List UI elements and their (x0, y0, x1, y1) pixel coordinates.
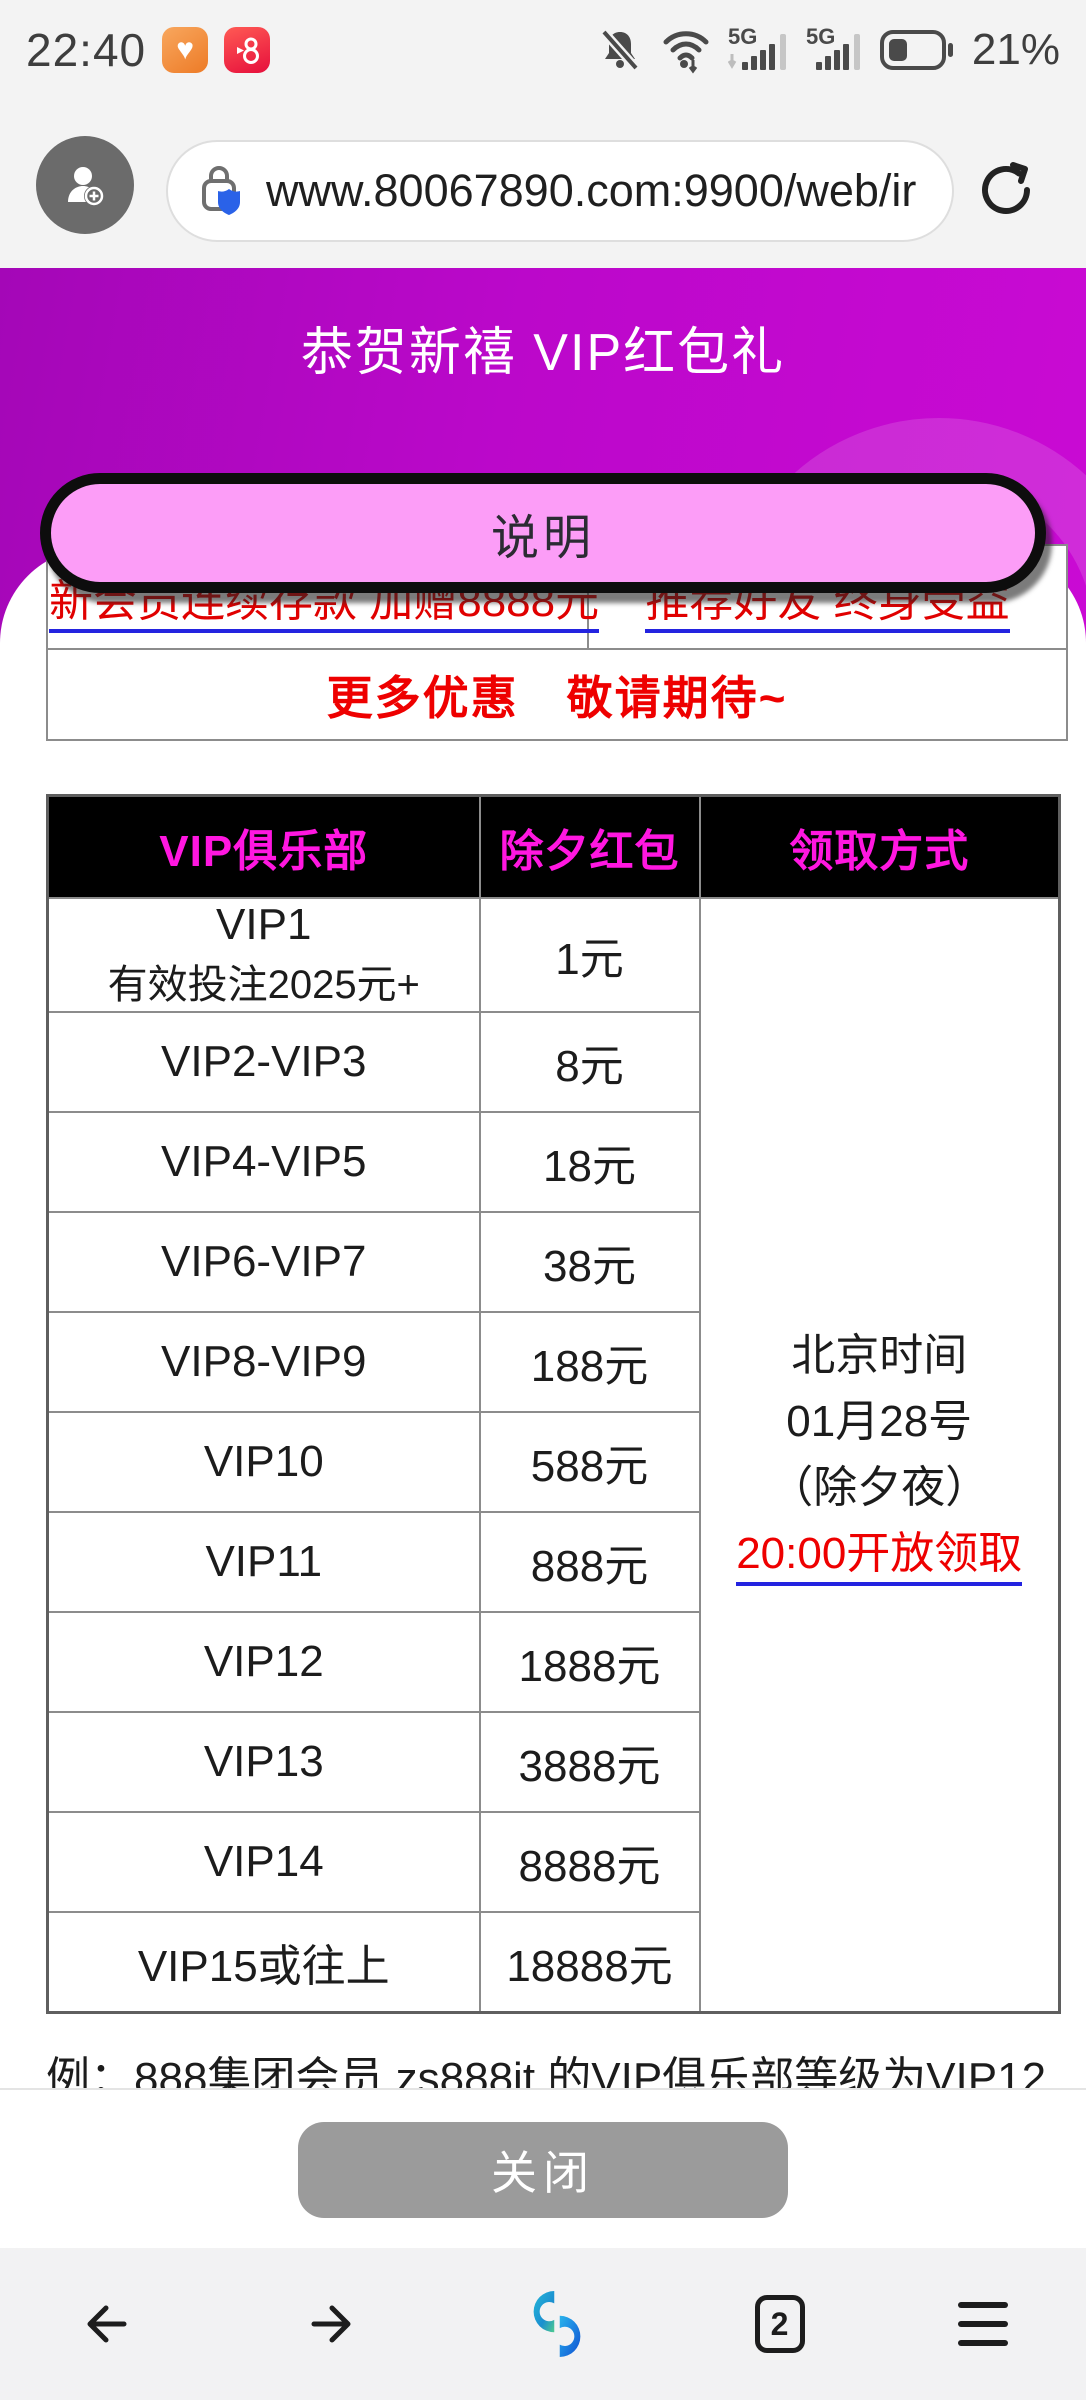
table-header-row: VIP俱乐部 除夕红包 领取方式 (46, 794, 1061, 899)
table-row: 更多优惠 敬请期待~ (46, 648, 1068, 741)
table-row: VIP10 588元 (46, 1411, 1060, 1513)
vip-level-cell: VIP10 (46, 1411, 481, 1513)
col-header-red-packet: 除夕红包 (478, 794, 701, 899)
amount-cell: 18888元 (478, 1911, 701, 2014)
promo-title: 恭贺新禧 VIP红包礼 (300, 324, 786, 382)
vip-level-cell: VIP13 (46, 1711, 481, 1813)
col-header-claim-method: 领取方式 (698, 794, 1061, 899)
claim-line: 北京时间 (791, 1331, 968, 1380)
vip-level-cell: VIP15或往上 (46, 1911, 481, 2014)
more-offers-cell: 更多优惠 敬请期待~ (46, 648, 1068, 741)
table-row: VIP1 有效投注2025元+ 1元 北京时间 01月28号 （除夕夜） 20:… (46, 897, 1061, 2014)
tab-count: 2 (754, 2295, 805, 2353)
claim-method-cell: 北京时间 01月28号 （除夕夜） 20:00开放领取 (698, 897, 1061, 2014)
lock-shield-icon (196, 159, 248, 224)
copilot-button[interactable] (513, 2280, 601, 2368)
table-row: VIP14 8888元 (46, 1811, 1060, 1913)
amount-cell: 38元 (478, 1211, 701, 1313)
table-row: VIP15或往上 18888元 (46, 1911, 1060, 2014)
amount-cell: 1888元 (478, 1611, 701, 1713)
video-app-icon (224, 27, 271, 73)
battery-percent: 21% (971, 25, 1060, 74)
vip-level-cell: VIP4-VIP5 (46, 1111, 481, 1213)
amount-cell: 8888元 (478, 1811, 701, 1913)
signal-5g-icon-1: 5G (727, 24, 790, 76)
heart-app-icon: ♥ (162, 27, 209, 73)
claim-line: 01月28号 (786, 1397, 973, 1446)
vip-level-cell: VIP1 有效投注2025元+ (46, 897, 481, 1013)
vip-level-cell: VIP8-VIP9 (46, 1311, 481, 1413)
amount-cell: 18元 (478, 1111, 701, 1213)
claim-open-time-link[interactable]: 20:00开放领取 (736, 1528, 1023, 1586)
table-row: VIP11 888元 (46, 1511, 1060, 1613)
reload-button[interactable] (970, 154, 1042, 226)
table-row: VIP12 1888元 (46, 1611, 1060, 1713)
browser-nav-bar: 2 (0, 2248, 1086, 2400)
amount-cell: 188元 (478, 1311, 701, 1413)
status-bar: 22:40 ♥ (0, 0, 1086, 90)
table-row: VIP2-VIP3 8元 (46, 1011, 1060, 1113)
amount-cell: 888元 (478, 1511, 701, 1613)
amount-cell: 1元 (478, 897, 701, 1013)
vip-level-cell: VIP14 (46, 1811, 481, 1913)
hamburger-icon (958, 2302, 1008, 2346)
svg-text:5G: 5G (728, 24, 757, 49)
vip-level-cell: VIP6-VIP7 (46, 1211, 481, 1313)
bell-muted-icon (596, 26, 644, 74)
vip-level-cell: VIP2-VIP3 (46, 1011, 481, 1113)
vip-table: VIP俱乐部 除夕红包 领取方式 VIP1 有效投注2025元+ 1元 北京时间… (46, 794, 1061, 2014)
col-header-vip-club: VIP俱乐部 (46, 794, 481, 899)
url-text: www.80067890.com:9900/web/ir (266, 165, 917, 216)
vip-level-cell: VIP11 (46, 1511, 481, 1613)
forward-button[interactable] (296, 2292, 360, 2356)
table-row: VIP13 3888元 (46, 1711, 1060, 1813)
dialog-footer: 关闭 (0, 2088, 1086, 2250)
claim-line: （除夕夜） (769, 1463, 990, 1512)
battery-icon (879, 28, 956, 72)
profile-avatar[interactable] (36, 136, 134, 234)
table-row: VIP4-VIP5 18元 (46, 1111, 1060, 1213)
content-card: 新会员连续存款 加赠8888元 推荐好友 终身受益 更多优惠 敬请期待~ VIP… (0, 544, 1086, 2103)
table-row: VIP8-VIP9 188元 (46, 1311, 1060, 1413)
menu-button[interactable] (958, 2302, 1008, 2346)
amount-cell: 8元 (478, 1011, 701, 1113)
vip-level-cell: VIP12 (46, 1611, 481, 1713)
browser-toolbar: www.80067890.com:9900/web/ir (0, 90, 1086, 268)
clock: 22:40 (26, 24, 147, 76)
address-bar[interactable]: www.80067890.com:9900/web/ir (166, 140, 954, 242)
amount-cell: 588元 (478, 1411, 701, 1513)
tabs-button[interactable]: 2 (754, 2295, 805, 2353)
close-button[interactable]: 关闭 (298, 2122, 788, 2218)
signal-5g-icon-2: 5G (806, 24, 864, 76)
amount-cell: 3888元 (478, 1711, 701, 1813)
instructions-button[interactable]: 说明 (40, 473, 1046, 593)
vip-level-sub: 有效投注2025元+ (107, 963, 420, 1007)
vip-level: VIP1 (216, 900, 312, 949)
wifi-icon (660, 26, 712, 74)
svg-text:5G: 5G (806, 24, 835, 49)
table-row: VIP6-VIP7 38元 (46, 1211, 1060, 1313)
more-offers-text: 更多优惠 敬请期待~ (326, 671, 788, 724)
back-button[interactable] (78, 2292, 142, 2356)
